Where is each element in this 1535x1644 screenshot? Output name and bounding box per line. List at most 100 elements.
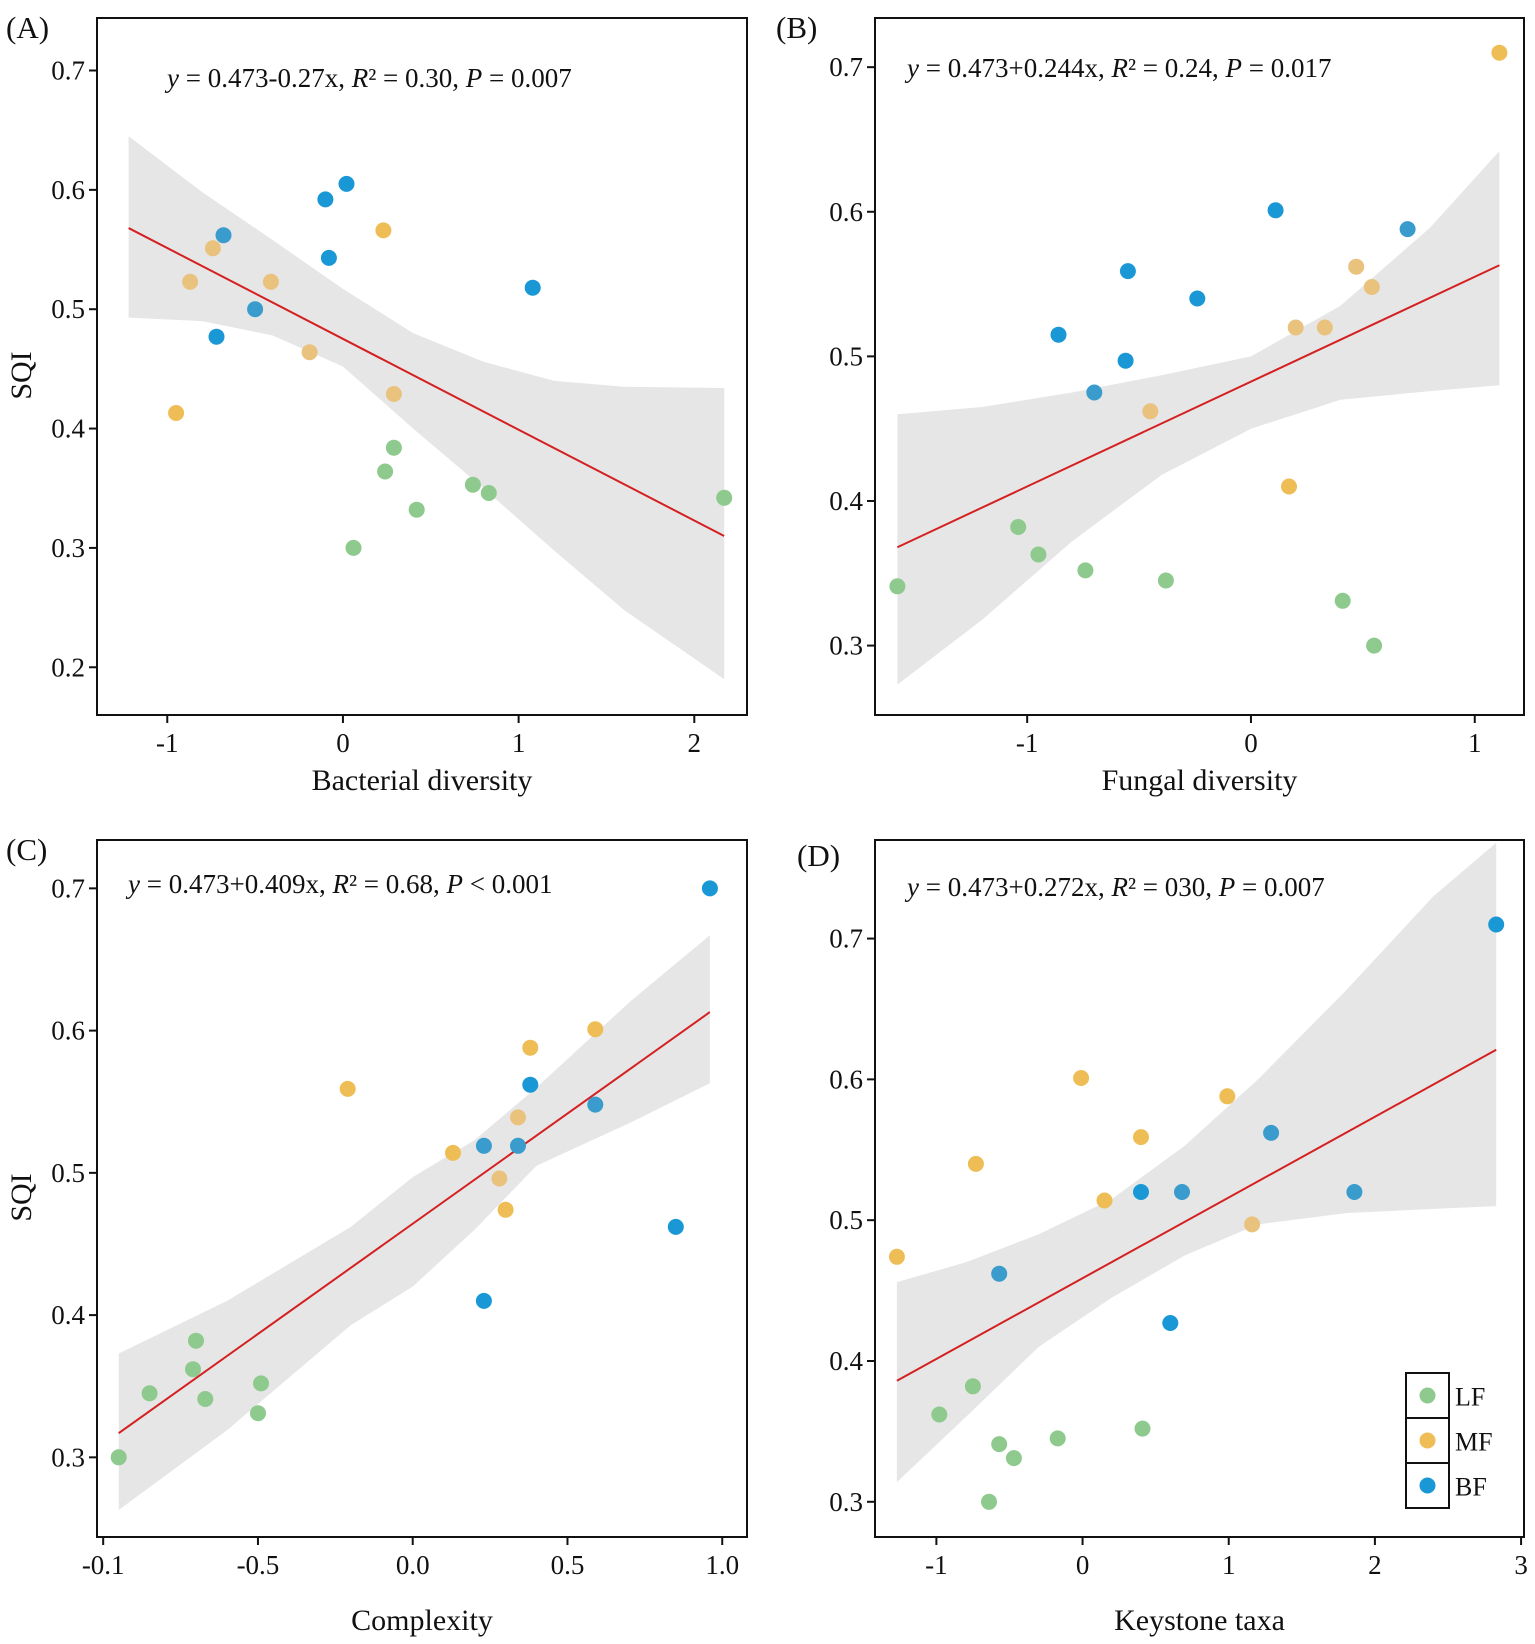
y-tick-label: 0.5: [829, 1205, 863, 1235]
data-point-mf: [1133, 1129, 1149, 1146]
data-point-mf: [204, 240, 221, 257]
y-tick-label: 0.3: [51, 1442, 85, 1472]
data-point-bf: [1162, 1315, 1179, 1331]
regression-equation: y = 0.473+0.409x, R² = 0.68, P < 0.001: [125, 869, 553, 899]
regression-line: [118, 1011, 711, 1434]
x-axis-title: Fungal diversity: [1102, 764, 1298, 797]
data-point-bf: [1399, 221, 1416, 238]
data-point-lf: [141, 1385, 158, 1402]
y-tick-label: 0.6: [829, 197, 863, 227]
data-point-mf: [168, 405, 185, 421]
data-point-mf: [1287, 319, 1304, 336]
data-point-bf: [524, 279, 541, 296]
data-point-bf: [510, 1137, 526, 1154]
data-point-bf: [1189, 290, 1206, 307]
data-point-lf: [377, 463, 394, 480]
data-point-lf: [1077, 562, 1094, 579]
data-point-mf: [182, 273, 199, 290]
data-point-lf: [197, 1391, 214, 1407]
data-point-mf: [888, 1248, 905, 1265]
data-point-lf: [981, 1493, 997, 1510]
data-point-mf: [301, 344, 318, 361]
data-point-bf: [667, 1218, 684, 1235]
y-tick-label: 0.4: [51, 414, 85, 444]
data-point-bf: [475, 1137, 492, 1154]
data-point-lf: [253, 1375, 269, 1392]
data-point-mf: [262, 273, 279, 290]
confidence-band: [896, 842, 1497, 1483]
data-point-mf: [1142, 403, 1159, 420]
data-point-bf: [1488, 916, 1505, 933]
x-tick-label: 0: [1244, 728, 1258, 758]
legend-marker-mf: [1419, 1432, 1436, 1449]
x-tick-label: 0: [1076, 1550, 1090, 1580]
x-tick-label: 2: [688, 728, 702, 758]
y-tick-label: 0.7: [829, 924, 863, 954]
y-tick-label: 0.7: [829, 52, 863, 82]
y-tick-label: 0.5: [829, 341, 863, 371]
data-point-lf: [408, 501, 425, 518]
x-tick-label: -0.1: [82, 1550, 125, 1580]
data-point-mf: [445, 1144, 461, 1161]
data-point-bf: [1119, 263, 1136, 280]
x-tick-label: 0: [336, 728, 350, 758]
data-point-lf: [480, 485, 497, 501]
data-point-mf: [1244, 1216, 1261, 1233]
data-point-bf: [1133, 1184, 1149, 1200]
x-axis-title: Complexity: [351, 1604, 493, 1637]
data-point-lf: [1157, 572, 1174, 589]
y-tick-label: 0.5: [51, 1158, 85, 1188]
data-point-mf: [587, 1021, 604, 1038]
data-point-bf: [1117, 352, 1134, 369]
regression-line: [128, 227, 725, 537]
panel-label: (A): [6, 10, 49, 45]
panel-c: -0.1 -0.5 0.0 0.5 1.0 0.3 0.4 0.5 0.6 0.7 Complexi…: [5, 832, 748, 1637]
data-point-bf: [317, 191, 334, 208]
y-tick-label: 0.3: [829, 1487, 863, 1517]
x-tick-label: 1: [512, 728, 526, 758]
y-axis-title: SQI: [5, 1173, 38, 1221]
data-point-bf: [701, 880, 718, 897]
data-point-bf: [587, 1096, 604, 1113]
data-point-lf: [185, 1361, 201, 1378]
x-axis-title: Keystone taxa: [1114, 1604, 1285, 1637]
panel-b: -1 0 1 0.3 0.4 0.5 0.6 0.7 Fungal diversity (B) y …: [776, 10, 1525, 797]
panel-label: (B): [776, 10, 817, 45]
data-point-mf: [1363, 279, 1380, 295]
data-point-bf: [991, 1265, 1008, 1282]
data-point-lf: [1366, 637, 1383, 654]
panel-d: -1 0 1 2 3 0.3 0.4 0.5 0.6 0.7 Keystone taxa (D) y =…: [797, 838, 1528, 1637]
data-point-mf: [339, 1080, 356, 1097]
data-point-bf: [522, 1076, 539, 1093]
data-point-mf: [497, 1201, 514, 1218]
legend: LF MF BF: [1405, 1372, 1493, 1509]
plot-frame: [874, 17, 1525, 716]
data-point-bf: [215, 227, 232, 244]
data-point-lf: [1010, 519, 1027, 535]
legend-label-mf: MF: [1455, 1428, 1493, 1457]
y-tick-label: 0.6: [829, 1064, 863, 1094]
data-point-lf: [1005, 1450, 1022, 1467]
data-point-mf: [1316, 319, 1333, 336]
regression-line: [896, 264, 1500, 549]
data-point-mf: [491, 1170, 508, 1187]
x-tick-label: -1: [925, 1550, 948, 1580]
data-point-bf: [338, 175, 355, 192]
y-tick-label: 0.4: [51, 1300, 85, 1330]
y-tick-label: 0.7: [51, 56, 85, 86]
data-point-lf: [964, 1378, 981, 1395]
data-point-lf: [110, 1449, 127, 1466]
data-point-lf: [931, 1406, 948, 1423]
data-point-mf: [967, 1155, 984, 1172]
plot-frame: [96, 17, 748, 716]
panel-label: (C): [6, 832, 47, 867]
data-point-bf: [208, 328, 225, 345]
y-tick-label: 0.4: [829, 1346, 863, 1376]
data-point-bf: [1050, 326, 1067, 343]
data-point-lf: [991, 1436, 1008, 1453]
regression-equation: y = 0.473-0.27x, R² = 0.30, P = 0.007: [164, 63, 572, 93]
y-tick-label: 0.3: [51, 533, 85, 563]
data-point-mf: [522, 1039, 539, 1056]
y-tick-label: 0.4: [829, 486, 863, 516]
